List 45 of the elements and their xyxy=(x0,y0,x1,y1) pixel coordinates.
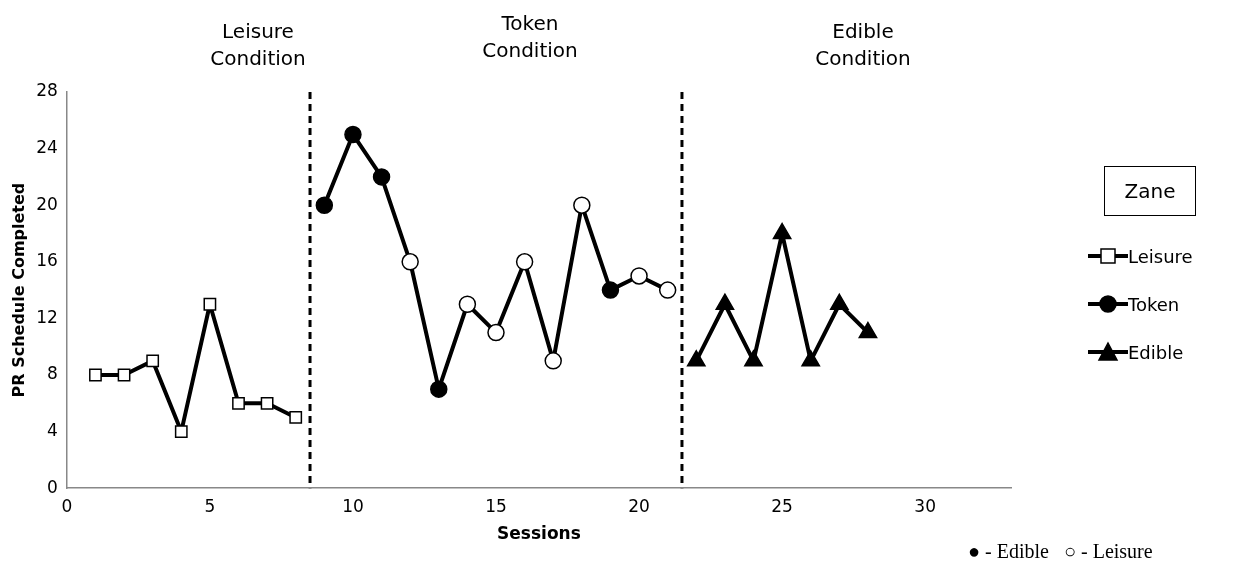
text: ● - Edible ○ - Leisure xyxy=(968,540,1153,563)
point xyxy=(487,323,505,342)
point xyxy=(515,253,534,271)
point xyxy=(401,253,419,271)
point xyxy=(315,196,334,214)
point xyxy=(146,354,160,368)
y-tick-label: 4 xyxy=(47,420,58,441)
legend-label: Edible xyxy=(1128,341,1184,363)
x-tick-label: 30 xyxy=(914,495,936,516)
legend-label: Leisure xyxy=(1128,245,1193,267)
point xyxy=(658,281,677,299)
x-tick-label: 20 xyxy=(628,495,650,516)
y-tick-label: 0 xyxy=(47,476,58,497)
y-axis-title: PR Schedule Completed xyxy=(8,182,28,398)
x-axis-title: Sessions xyxy=(497,523,581,544)
point xyxy=(260,396,274,410)
text: Leisure Condition xyxy=(209,18,307,72)
point xyxy=(458,295,477,313)
point xyxy=(630,267,648,285)
y-tick-label: 12 xyxy=(36,306,58,327)
point xyxy=(573,196,591,214)
point xyxy=(544,352,562,370)
point xyxy=(232,396,245,410)
y-tick-label: 8 xyxy=(47,363,58,384)
y-tick-label: 24 xyxy=(36,137,58,158)
y-tick-label: 20 xyxy=(36,193,58,214)
point xyxy=(89,368,102,382)
x-tick-label: 0 xyxy=(61,495,73,516)
point xyxy=(430,380,448,398)
x-tick-label: 10 xyxy=(342,495,364,516)
text: Token Condition xyxy=(481,10,579,64)
x-tick-label: 15 xyxy=(485,495,507,516)
x-tick-label: 25 xyxy=(771,495,793,516)
y-tick-label: 28 xyxy=(36,80,58,101)
point xyxy=(203,297,217,311)
y-tick-label: 16 xyxy=(36,250,58,271)
point xyxy=(174,425,188,439)
point xyxy=(601,281,620,299)
point xyxy=(289,411,303,424)
point xyxy=(372,168,391,186)
legend-title: Zane xyxy=(1104,166,1196,216)
text: Edible Condition xyxy=(814,18,912,72)
x-tick-label: 5 xyxy=(204,495,216,516)
legend-label: Token xyxy=(1128,293,1180,315)
point xyxy=(344,125,362,144)
